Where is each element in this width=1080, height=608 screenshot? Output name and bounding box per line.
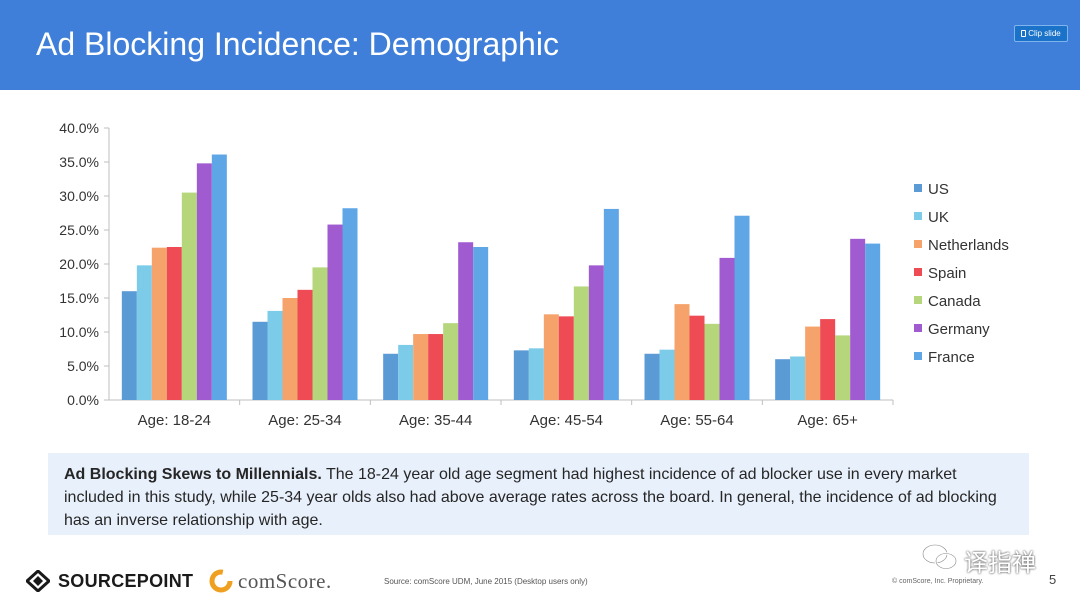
bar-spain [820,319,836,400]
bar-us [644,353,660,400]
y-tick-label: 0.0% [67,392,99,408]
bar-us [121,291,137,400]
bar-france [603,208,619,400]
x-tick-label: Age: 45-54 [530,412,603,429]
y-tick-label: 20.0% [59,256,99,272]
clipboard-icon [1021,30,1027,37]
legend-swatch-germany [914,324,922,332]
bar-canada [181,192,197,400]
bar-netherlands [543,314,559,400]
bar-us [513,350,529,400]
bar-netherlands [674,304,690,400]
bar-netherlands [282,298,298,400]
bar-germany [719,257,735,400]
source-note: Source: comScore UDM, June 2015 (Desktop… [384,577,588,586]
bar-canada [704,323,720,400]
y-tick-label: 15.0% [59,290,99,306]
watermark: 译指禅 [920,540,1050,577]
wechat-icon [921,543,958,570]
comscore-ring-icon [209,569,233,593]
x-tick-label: Age: 18-24 [138,412,211,429]
legend-label-germany: Germany [928,321,990,338]
summary-heading: Ad Blocking Skews to Millennials. [64,466,322,483]
legend-swatch-uk [914,212,922,220]
bar-netherlands [805,326,821,400]
page-number: 5 [1049,572,1057,587]
bar-uk [136,265,152,400]
bar-france [342,208,358,400]
bar-germany [196,163,212,400]
sourcepoint-logo-text: SOURCEPOINT [58,571,194,591]
legend-swatch-spain [914,268,922,276]
bar-netherlands [413,334,429,400]
bar-france [473,247,489,400]
watermark-text: 译指禅 [964,549,1036,577]
bar-spain [297,289,313,400]
legend-label-uk: UK [928,209,949,226]
legend-swatch-france [914,352,922,360]
bar-spain [166,247,182,400]
x-tick-label: Age: 25-34 [268,412,341,429]
bar-us [383,353,399,400]
y-tick-label: 40.0% [59,120,99,136]
bar-germany [458,242,474,400]
slide-header: Ad Blocking Incidence: Demographic Clip … [0,0,1080,90]
bar-us [775,359,791,400]
clip-slide-button[interactable]: Clip slide [1014,25,1068,42]
comscore-logo-text: comScore. [238,569,332,593]
bar-germany [588,265,604,400]
bar-germany [327,224,343,400]
x-tick-label: Age: 55-64 [660,412,733,429]
bar-france [734,215,750,400]
bar-spain [558,316,574,400]
bar-uk [267,310,283,400]
legend-label-netherlands: Netherlands [928,237,1009,254]
legend-label-canada: Canada [928,293,981,310]
clip-slide-label: Clip slide [1028,29,1061,38]
bar-uk [659,349,675,400]
legend-label-spain: Spain [928,265,966,282]
bar-uk [398,344,414,400]
bar-spain [689,315,705,400]
bar-chart: 0.0% 5.0% 10.0% 15.0% 20.0% 25.0% 30.0% 35.0% 40… [59,120,1009,429]
bar-uk [790,356,806,400]
legend-label-france: France [928,349,975,366]
y-tick-label: 5.0% [67,358,99,374]
y-tick-label: 35.0% [59,154,99,170]
bar-germany [850,238,866,400]
sourcepoint-diamond-icon [26,570,50,592]
bar-canada [573,286,589,400]
y-tick-label: 25.0% [59,222,99,238]
legend-swatch-netherlands [914,240,922,248]
y-tick-label: 30.0% [59,188,99,204]
footer: SOURCEPOINT comScore. Source: comScore U… [0,560,1080,608]
bar-us [252,321,268,400]
summary-text: The 18-24 year old age segment had highe… [64,466,997,529]
legend-label-us: US [928,181,949,198]
summary-box: Ad Blocking Skews to Millennials. The 18… [48,453,1029,535]
bar-canada [443,323,459,400]
bar-spain [428,334,444,400]
bar-canada [835,335,851,400]
bar-netherlands [151,247,167,400]
x-tick-label: Age: 35-44 [399,412,472,429]
legend-swatch-us [914,184,922,192]
x-tick-label: Age: 65+ [797,412,858,429]
y-tick-label: 10.0% [59,324,99,340]
slide-title: Ad Blocking Incidence: Demographic [36,26,559,62]
bar-france [865,243,881,400]
bar-canada [312,267,328,400]
bar-france [211,154,227,400]
legend-swatch-canada [914,296,922,304]
copyright-note: © comScore, Inc. Proprietary. [892,578,984,585]
bar-uk [528,348,544,400]
